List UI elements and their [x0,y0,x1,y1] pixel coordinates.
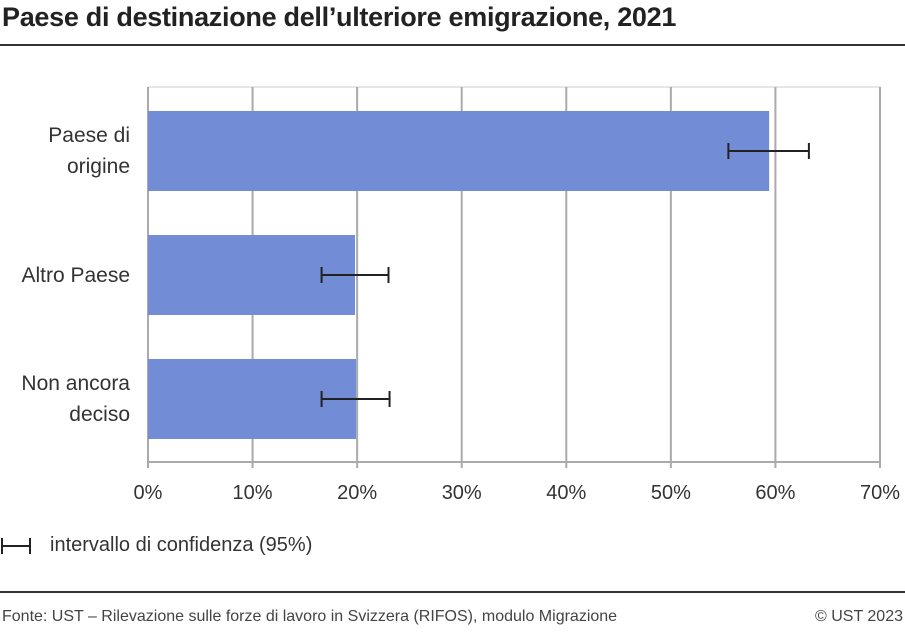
category-label-line: origine [66,155,130,178]
x-tick-label: 60% [755,482,795,504]
x-tick-label: 70% [860,482,900,504]
x-tick-label: 0% [134,482,163,504]
chart-title: Paese di destinazione dell’ulteriore emi… [2,2,677,32]
title-rule [0,44,905,46]
category-label: Non ancora deciso [21,368,130,430]
category-label-line: deciso [69,403,130,426]
category-label-line: Altro Paese [21,263,130,287]
bar [148,235,356,315]
bar [148,111,770,191]
footer-rule [0,591,905,593]
copyright: © UST 2023 [815,608,903,625]
x-tick-label: 30% [442,482,482,504]
x-tick-label: 10% [233,482,273,504]
category-label: Altro Paese [21,260,130,291]
legend-label: intervallo di confidenza (95%) [50,534,313,556]
legend-errorbar-icon [1,538,31,554]
category-label-line: Non ancora [21,372,130,395]
source-note: Fonte: UST – Rilevazione sulle forze di … [2,608,618,625]
x-tick-label: 20% [337,482,377,504]
x-tick-label: 50% [651,482,691,504]
category-label: Paese di origine [48,120,130,182]
x-tick-label: 40% [546,482,586,504]
category-label-line: Paese di [48,124,130,147]
